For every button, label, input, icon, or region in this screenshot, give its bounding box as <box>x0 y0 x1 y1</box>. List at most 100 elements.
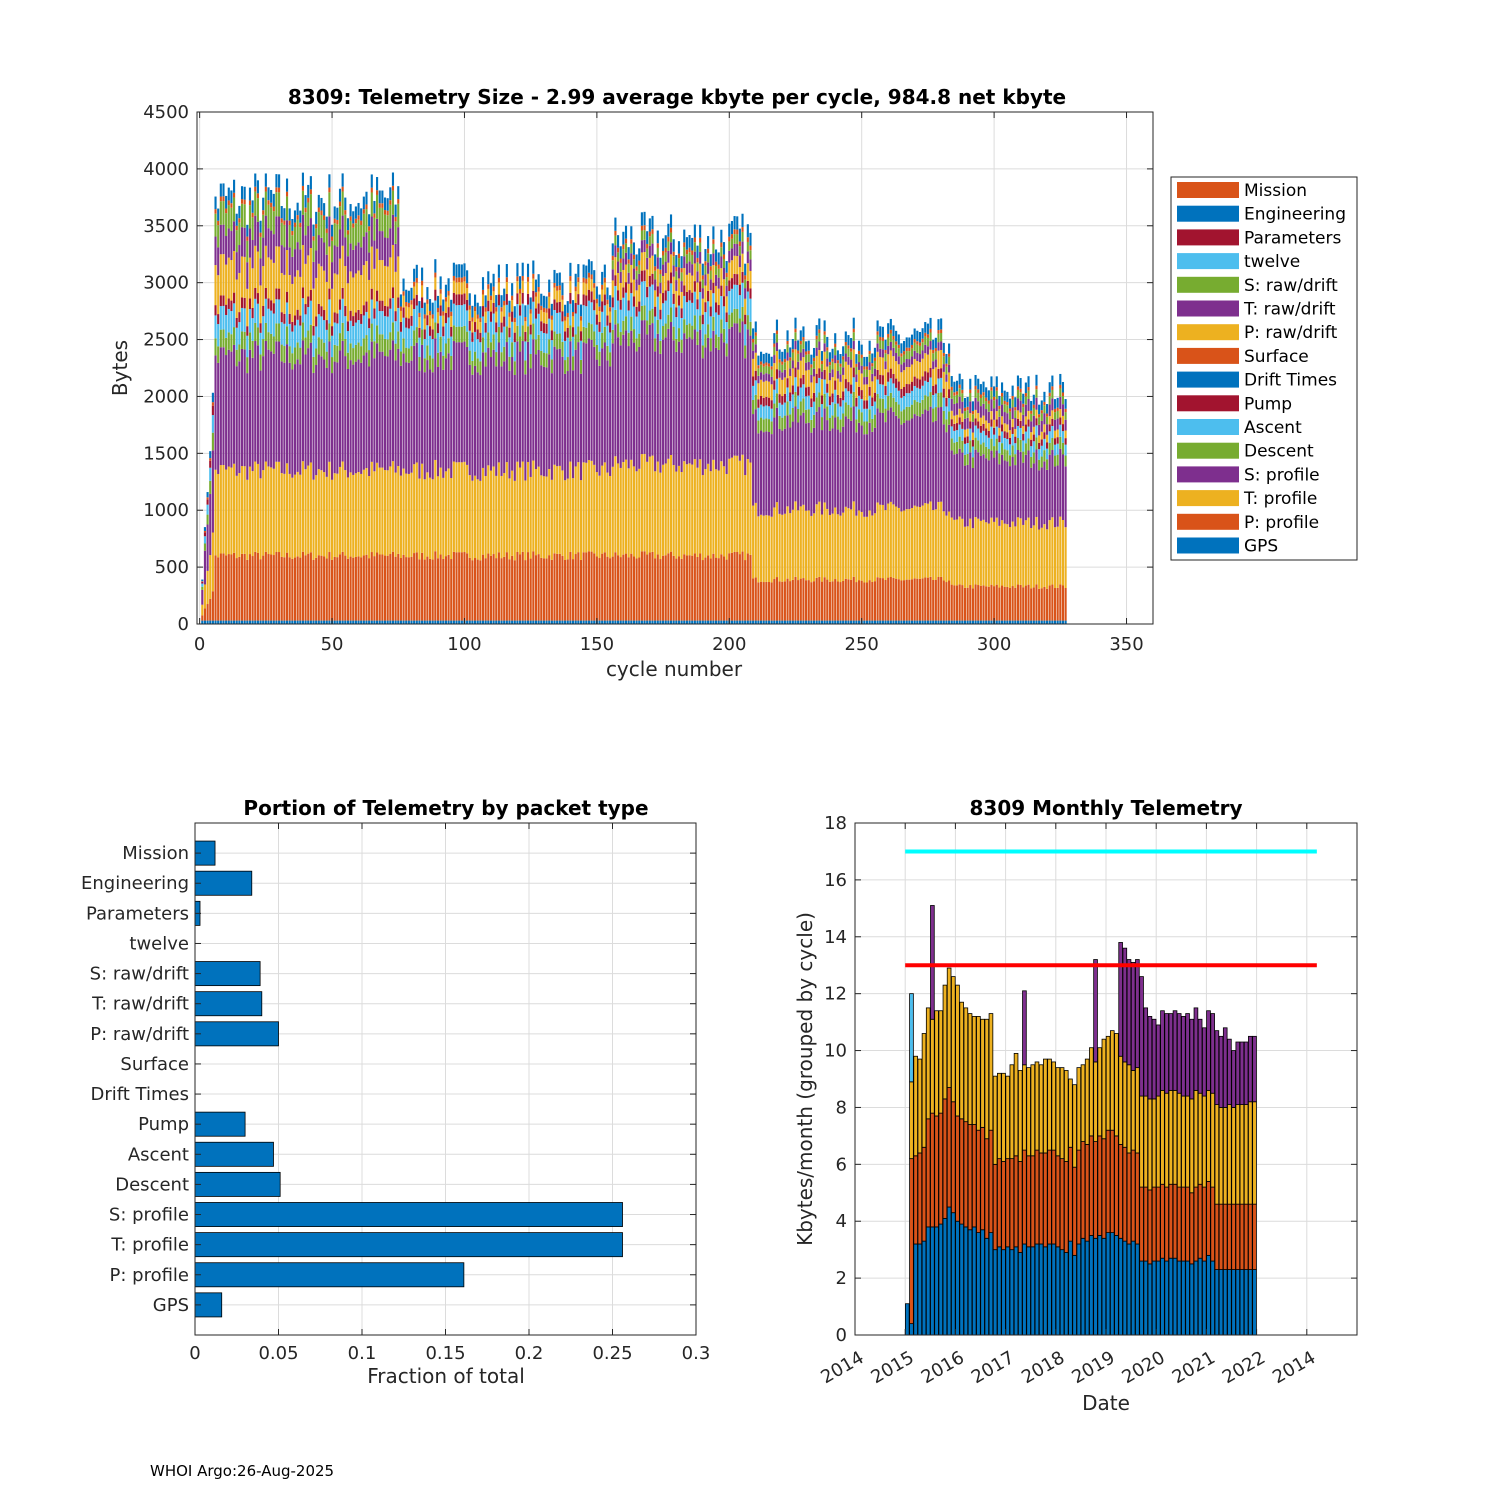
cycle-bar-segment <box>233 292 236 304</box>
month-bar-segment <box>1143 1186 1149 1262</box>
cycle-bar-segment <box>323 310 326 321</box>
cycle-bar-segment <box>958 384 961 389</box>
cycle-bar-segment <box>278 620 281 624</box>
cycle-bar-segment <box>897 579 900 621</box>
cycle-bar-segment <box>325 558 328 621</box>
cycle-bar-segment <box>810 382 813 399</box>
cycle-bar-segment <box>791 349 794 353</box>
cycle-bar-segment <box>948 372 951 390</box>
month-bar-segment <box>1038 1152 1044 1245</box>
cycle-bar-segment <box>865 408 869 422</box>
cycle-bar-segment <box>553 287 556 300</box>
cycle-bar-segment <box>495 558 498 621</box>
cycle-bar-segment <box>741 551 744 621</box>
cycle-bar-segment <box>534 469 538 556</box>
month-bar-segment <box>1185 1186 1190 1262</box>
telemetry-size-title: 8309: Telemetry Size - 2.99 average kbyt… <box>288 85 1066 109</box>
cycle-bar-segment <box>238 556 241 621</box>
cycle-bar-segment <box>402 278 405 292</box>
cycle-bar-segment <box>990 438 993 451</box>
cycle-bar-segment <box>908 579 911 621</box>
cycle-bar-segment <box>1006 401 1009 406</box>
cycle-bar-segment <box>916 352 919 361</box>
cycle-bar-segment <box>741 620 744 624</box>
cycle-bar-segment <box>614 620 617 624</box>
cycle-bar-segment <box>397 348 400 467</box>
cycle-bar-segment <box>1043 461 1046 525</box>
cycle-bar-segment <box>209 460 212 468</box>
cycle-bar-segment <box>1008 437 1012 445</box>
cycle-bar-segment <box>1011 457 1014 522</box>
cycle-bar-segment <box>526 552 530 621</box>
cycle-bar-segment <box>622 244 625 250</box>
cycle-bar-segment <box>783 393 786 403</box>
month-bar-segment <box>913 1055 918 1157</box>
cycle-bar-segment <box>680 620 683 624</box>
cycle-bar-segment <box>704 302 707 313</box>
cycle-bar-segment <box>436 295 440 308</box>
cycle-bar-segment <box>1053 527 1057 589</box>
month-bar-segment <box>1227 1269 1232 1336</box>
cycle-bar-segment <box>495 311 498 323</box>
cycle-bar-segment <box>1003 404 1006 413</box>
cycle-bar-segment <box>1064 412 1067 420</box>
cycle-bar-segment <box>741 271 744 283</box>
cycle-bar-segment <box>630 226 633 240</box>
cycle-bar-segment <box>426 287 429 300</box>
cycle-bar-segment <box>352 277 355 317</box>
cycle-bar-segment <box>444 301 447 313</box>
cycle-bar-segment <box>534 308 538 319</box>
cycle-bar-segment <box>812 376 816 393</box>
cycle-bar-segment <box>230 334 233 352</box>
cycle-bar-segment <box>982 403 985 416</box>
cycle-bar-segment <box>977 428 980 441</box>
cycle-bar-segment <box>421 329 424 345</box>
cycle-bar-segment <box>386 339 389 357</box>
month-bar-segment <box>1109 1129 1115 1233</box>
cycle-bar-segment <box>503 346 506 362</box>
month-bar-segment <box>1172 1257 1178 1336</box>
cycle-bar-segment <box>283 323 286 347</box>
cycle-bar-segment <box>709 279 712 291</box>
cycle-bar-segment <box>910 356 914 365</box>
cycle-bar-segment <box>754 370 757 381</box>
cycle-bar-segment <box>783 428 786 514</box>
cycle-bar-segment <box>1022 451 1025 463</box>
cycle-bar-segment <box>378 467 381 555</box>
cycle-bar-segment <box>256 251 259 294</box>
cycle-bar-segment <box>540 620 543 624</box>
month-bar-segment <box>917 1243 923 1336</box>
cycle-bar-segment <box>399 475 402 558</box>
cycle-bar-segment <box>730 278 733 289</box>
cycle-bar-segment <box>1032 620 1035 624</box>
cycle-bar-segment <box>974 385 977 390</box>
cycle-bar-segment <box>1048 404 1051 417</box>
cycle-bar-segment <box>730 552 733 621</box>
cycle-bar-segment <box>857 580 861 621</box>
month-bar-segment <box>1193 1089 1199 1188</box>
cycle-bar-segment <box>222 347 225 466</box>
month-bar-segment <box>1160 1183 1165 1259</box>
cycle-bar-segment <box>662 275 665 294</box>
cycle-bar-segment <box>714 261 718 267</box>
cycle-bar-segment <box>961 585 964 621</box>
cycle-bar-segment <box>738 332 741 461</box>
cycle-bar-segment <box>955 414 959 424</box>
cycle-bar-segment <box>955 585 959 621</box>
cycle-bar-segment <box>831 377 834 394</box>
cycle-bar-segment <box>749 250 752 260</box>
cycle-bar-segment <box>505 342 508 463</box>
cycle-bar-segment <box>701 475 704 561</box>
cycle-bar-segment <box>590 339 593 461</box>
cycle-bar-segment <box>275 551 278 621</box>
cycle-bar-segment <box>638 248 641 261</box>
cycle-bar-segment <box>985 420 988 429</box>
cycle-bar-segment <box>773 346 776 356</box>
cycle-bar-segment <box>910 620 914 624</box>
cycle-bar-segment <box>328 174 331 188</box>
cycle-bar-segment <box>410 360 413 473</box>
cycle-bar-segment <box>235 279 238 318</box>
cycle-bar-segment <box>791 509 794 580</box>
cycle-bar-segment <box>439 336 442 352</box>
cycle-bar-segment <box>434 551 437 621</box>
